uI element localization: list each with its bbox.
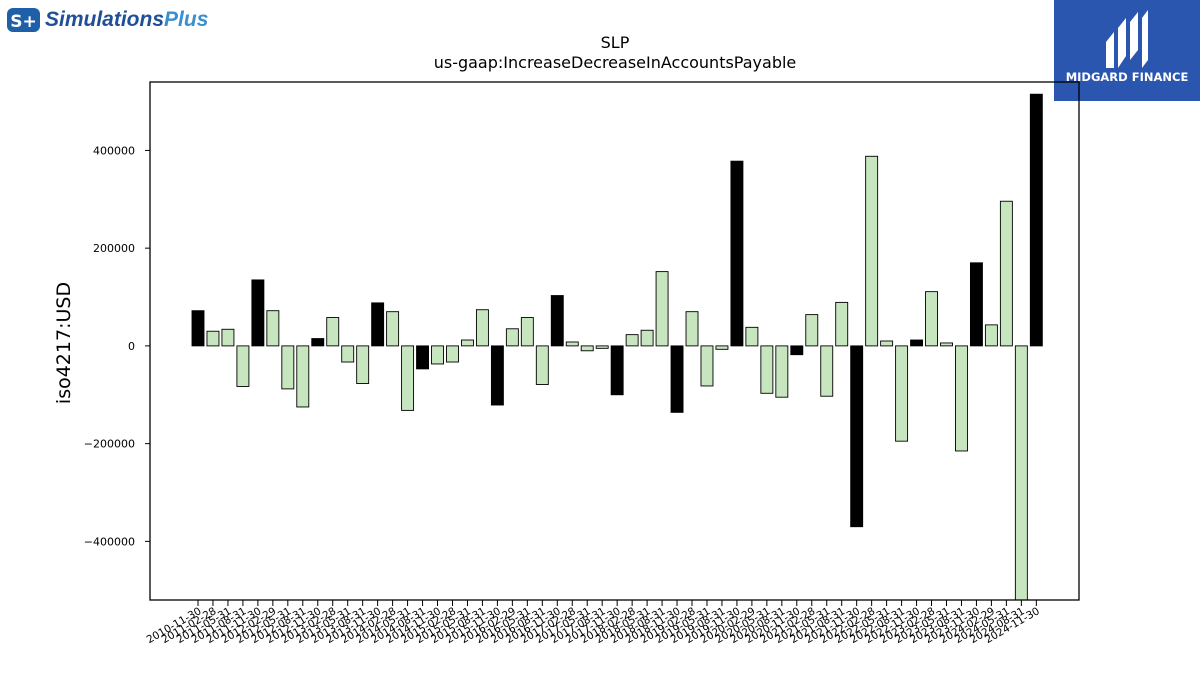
bar-2018-02-28 [625, 334, 639, 347]
bar-2015-08-31 [475, 309, 489, 347]
bar-2024-02-29 [984, 324, 998, 347]
y-tick-label: −400000 [84, 535, 135, 548]
bar-series [191, 93, 1043, 601]
bar-2021-02-28 [805, 314, 819, 347]
y-axis-label: iso4217:USD [53, 282, 75, 404]
bar-2014-11-30 [431, 345, 444, 365]
bar-2019-08-31 [715, 345, 729, 350]
bar-2019-02-28 [685, 311, 699, 347]
bar-2017-02-28 [565, 341, 579, 347]
y-tick-label: 200000 [93, 242, 135, 255]
bar-2011-05-31 [221, 328, 235, 347]
bar-2024-08-31 [1014, 345, 1028, 601]
simulations-plus-mark-icon: S+ [7, 8, 40, 32]
bar-2016-05-31 [520, 317, 534, 347]
bar-2013-02-28 [326, 317, 340, 347]
bar-2015-05-31 [461, 339, 474, 347]
bar-2012-05-31 [281, 345, 295, 390]
bar-2017-05-31 [580, 345, 594, 352]
bar-2016-11-30 [550, 295, 564, 347]
bar-2017-08-31 [595, 345, 609, 349]
bar-2021-05-31 [820, 345, 834, 397]
bar-2015-11-30 [490, 345, 504, 406]
bar-2012-02-29 [266, 310, 280, 347]
bar-2022-11-30 [910, 339, 924, 347]
bar-2020-08-31 [775, 345, 789, 398]
bar-2021-11-30 [850, 345, 864, 528]
bar-2012-08-31 [296, 345, 310, 408]
simulations-plus-logo: S+ Simulations Plus [6, 5, 208, 35]
bar-2019-05-31 [700, 345, 714, 387]
bar-2018-05-31 [640, 329, 654, 347]
bar-2011-11-30 [251, 279, 265, 347]
bar-2010-11-30 [191, 310, 205, 347]
bar-2023-08-31 [955, 345, 968, 452]
midgard-finance-logo: MIDGARD FINANCE [1054, 0, 1200, 101]
bar-2014-05-31 [401, 345, 415, 411]
bar-2015-02-28 [446, 345, 459, 363]
plot-frame [149, 81, 1080, 601]
bar-2024-05-31 [999, 200, 1013, 347]
y-tick-label: −200000 [84, 438, 135, 451]
chart-title: SLP [601, 33, 630, 52]
bar-2014-02-28 [386, 311, 400, 347]
bar-2013-08-31 [356, 345, 370, 384]
bar-2020-02-29 [745, 326, 759, 347]
x-axis: 2010-11-302011-02-282011-05-312011-08-31… [145, 600, 1042, 646]
bar-2011-08-31 [236, 345, 250, 387]
bar-2024-11-30 [1029, 93, 1043, 347]
bar-2017-11-30 [610, 345, 624, 396]
bar-2020-11-30 [790, 345, 804, 356]
bar-2022-08-31 [895, 345, 909, 442]
bar-2020-05-31 [760, 345, 774, 394]
bar-2023-05-31 [940, 342, 953, 347]
bar-2018-08-31 [655, 271, 669, 347]
midgard-finance-emblem-icon: MIDGARD FINANCE [1066, 10, 1189, 84]
logo-name-b: Plus [164, 8, 209, 31]
logo-name-a: Simulations [45, 8, 165, 31]
bar-2021-08-31 [835, 301, 849, 347]
y-tick-label: 0 [128, 340, 135, 353]
midgard-finance-name: MIDGARD FINANCE [1066, 70, 1189, 84]
bar-2023-11-30 [969, 262, 983, 347]
bar-2023-02-28 [925, 291, 938, 347]
bar-2013-05-31 [341, 345, 355, 363]
bar-2016-02-29 [505, 328, 519, 347]
bar-2022-05-31 [880, 340, 894, 347]
logo-mark-text: S+ [10, 12, 37, 32]
bar-2022-02-28 [865, 155, 879, 347]
bar-2016-08-31 [535, 345, 549, 385]
y-tick-label: 400000 [93, 144, 135, 157]
bar-2011-02-28 [206, 330, 220, 347]
bar-2014-08-31 [416, 345, 429, 370]
bar-2012-11-30 [311, 338, 325, 347]
bar-2019-11-30 [730, 160, 744, 347]
bar-2018-11-30 [670, 345, 684, 413]
bar-2013-11-30 [371, 302, 385, 347]
y-axis: −400000 −200000 0 200000 400000 [84, 144, 150, 548]
chart-subtitle: us-gaap:IncreaseDecreaseInAccountsPayabl… [434, 53, 797, 72]
